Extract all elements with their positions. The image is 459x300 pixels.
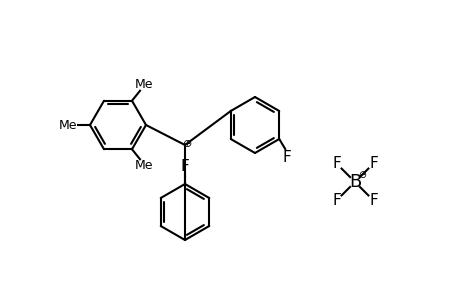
Text: F: F <box>282 149 291 164</box>
Text: Me: Me <box>59 118 77 131</box>
Text: F: F <box>331 156 340 171</box>
Text: Me: Me <box>134 78 153 91</box>
Text: $\ominus$: $\ominus$ <box>358 169 367 179</box>
Text: F: F <box>180 158 189 173</box>
Text: F: F <box>331 193 340 208</box>
Text: Me: Me <box>134 159 153 172</box>
Text: F: F <box>368 193 377 208</box>
Text: F: F <box>368 156 377 171</box>
Text: B: B <box>348 173 360 191</box>
Text: $\oplus$: $\oplus$ <box>181 137 192 148</box>
